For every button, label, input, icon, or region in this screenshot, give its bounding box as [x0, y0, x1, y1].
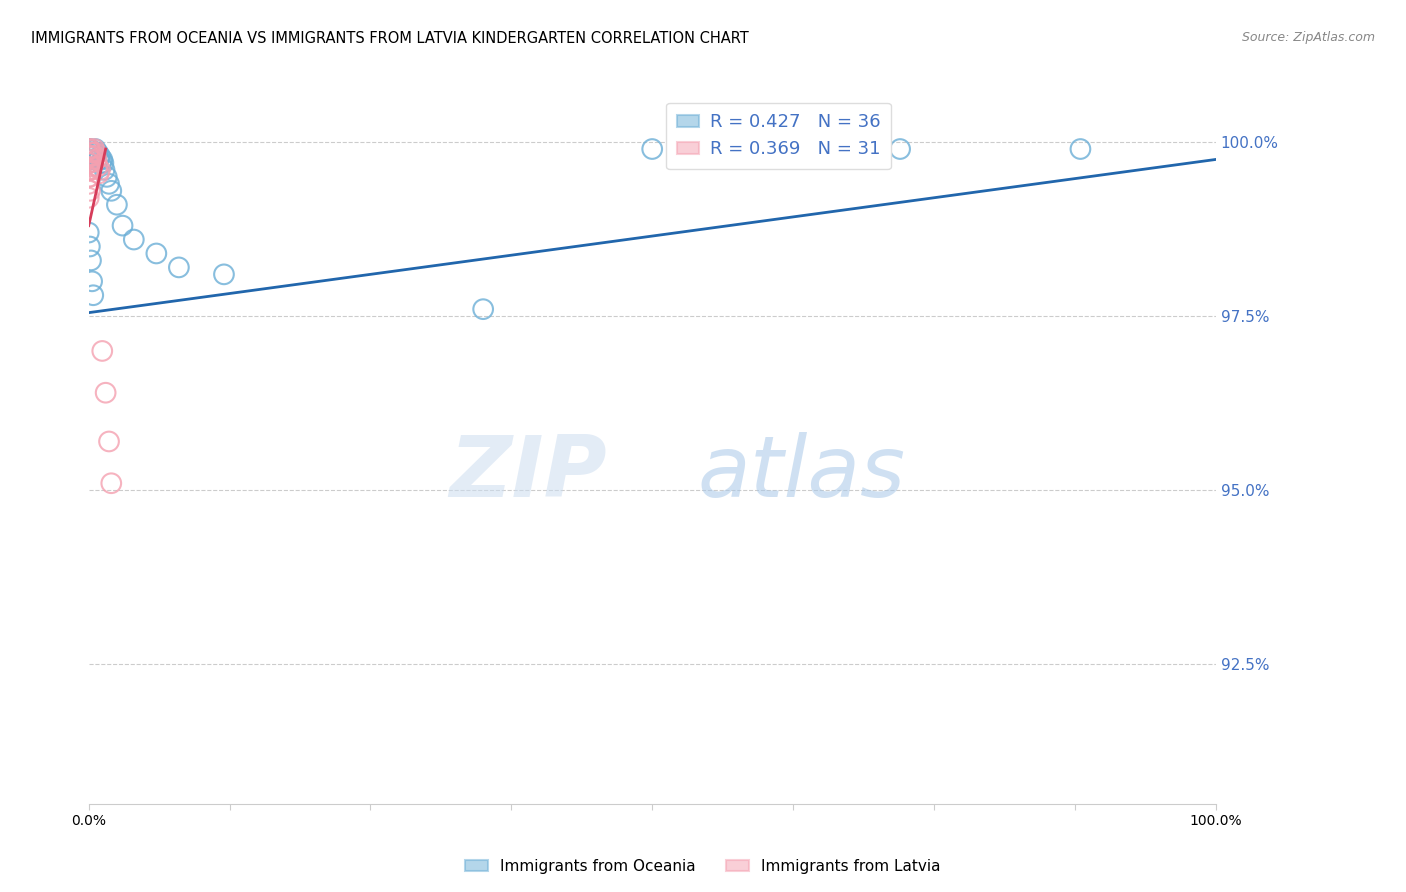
Point: [100, 184, 122, 198]
Point: [122, 233, 145, 247]
Point: [79, 162, 101, 177]
Point: [83, 142, 105, 156]
Point: [83, 145, 105, 160]
Point: [98, 434, 121, 449]
Point: [472, 302, 495, 317]
Point: [77, 169, 100, 184]
Point: [82, 154, 104, 169]
Point: [79, 142, 101, 156]
Point: [82, 149, 104, 163]
Point: [79, 156, 101, 170]
Point: [84, 145, 107, 160]
Point: [100, 476, 122, 491]
Text: atlas: atlas: [697, 432, 905, 515]
Point: [79, 153, 101, 167]
Point: [83, 149, 105, 163]
Point: [77, 142, 100, 156]
Point: [79, 142, 101, 156]
Point: [105, 198, 128, 212]
Legend: Immigrants from Oceania, Immigrants from Latvia: Immigrants from Oceania, Immigrants from…: [458, 853, 948, 880]
Point: [89, 149, 111, 163]
Point: [80, 145, 103, 160]
Point: [77, 162, 100, 177]
Point: [80, 145, 103, 160]
Point: [77, 156, 100, 170]
Point: [93, 162, 115, 177]
Point: [82, 149, 104, 163]
Text: ZIP: ZIP: [450, 432, 607, 515]
Legend: R = 0.427   N = 36, R = 0.369   N = 31: R = 0.427 N = 36, R = 0.369 N = 31: [666, 103, 891, 169]
Point: [82, 288, 104, 302]
Point: [77, 149, 100, 163]
Point: [87, 160, 110, 174]
Point: [212, 268, 235, 282]
Point: [79, 169, 101, 184]
Point: [98, 177, 121, 191]
Point: [89, 162, 111, 177]
Point: [82, 145, 104, 160]
Point: [82, 145, 104, 160]
Point: [641, 142, 664, 156]
Point: [87, 145, 110, 160]
Point: [77, 226, 100, 240]
Point: [111, 219, 134, 233]
Point: [91, 343, 114, 358]
Point: [84, 142, 107, 156]
Point: [79, 184, 101, 198]
Point: [86, 145, 108, 160]
Text: IMMIGRANTS FROM OCEANIA VS IMMIGRANTS FROM LATVIA KINDERGARTEN CORRELATION CHART: IMMIGRANTS FROM OCEANIA VS IMMIGRANTS FR…: [31, 31, 748, 46]
Point: [79, 149, 101, 163]
Point: [77, 156, 100, 170]
Point: [93, 156, 115, 170]
Point: [94, 385, 117, 400]
Point: [80, 153, 103, 167]
Point: [82, 160, 104, 174]
Point: [79, 239, 101, 253]
Point: [91, 153, 114, 167]
Point: [77, 191, 100, 205]
Point: [80, 253, 103, 268]
Point: [80, 162, 103, 177]
Point: [889, 142, 911, 156]
Point: [82, 274, 104, 288]
Point: [96, 169, 118, 184]
Point: [77, 142, 100, 156]
Point: [810, 142, 832, 156]
Point: [145, 246, 167, 260]
Point: [90, 156, 112, 170]
Point: [86, 153, 108, 167]
Point: [167, 260, 190, 275]
Point: [87, 166, 110, 180]
Point: [87, 153, 110, 167]
Point: [1069, 142, 1091, 156]
Point: [77, 177, 100, 191]
Text: Source: ZipAtlas.com: Source: ZipAtlas.com: [1241, 31, 1375, 45]
